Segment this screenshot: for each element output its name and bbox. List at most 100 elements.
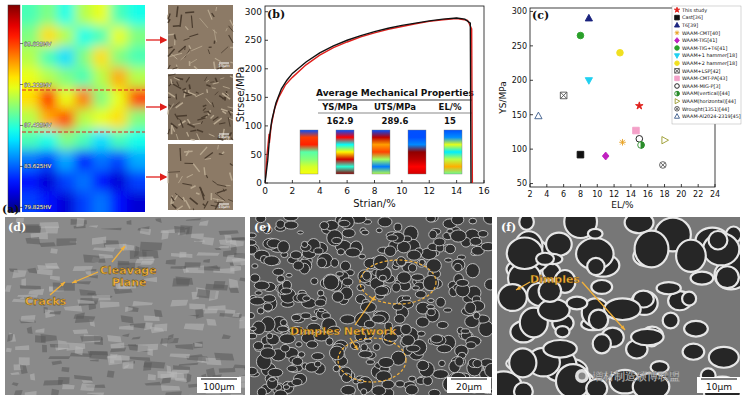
marker-part	[619, 139, 626, 146]
x-tick-label: 4	[544, 190, 549, 199]
texture	[175, 94, 177, 100]
texture	[73, 266, 93, 271]
texture	[229, 26, 233, 32]
scatter-point	[535, 112, 542, 119]
scale-bar	[701, 378, 737, 379]
x-tick-label: 6	[344, 186, 350, 196]
marker-part	[675, 84, 680, 89]
y-tick-label: 150	[512, 111, 527, 120]
colorbar-label: 95.025HV	[24, 41, 51, 47]
texture	[223, 86, 230, 88]
texture	[588, 229, 603, 239]
texture	[378, 217, 392, 227]
texture	[187, 119, 190, 123]
texture	[481, 243, 492, 251]
texture	[201, 115, 208, 118]
texture	[125, 307, 133, 312]
texture	[263, 303, 272, 311]
micrograph-bg	[168, 144, 233, 210]
texture	[631, 329, 663, 345]
texture	[209, 46, 212, 48]
texture	[509, 348, 536, 377]
hardness-cell	[57, 5, 75, 26]
texture	[229, 118, 233, 120]
texture	[201, 121, 202, 124]
texture	[229, 35, 233, 43]
hardness-cell	[110, 191, 128, 212]
hardness-cell	[127, 150, 145, 171]
texture	[384, 246, 396, 257]
texture	[392, 283, 401, 292]
texture	[232, 313, 240, 317]
texture	[286, 273, 292, 277]
texture	[204, 201, 208, 208]
texture	[6, 348, 12, 353]
texture	[186, 218, 202, 221]
texture	[191, 15, 192, 27]
y-tick	[265, 68, 268, 69]
texture	[205, 158, 211, 160]
texture	[514, 382, 533, 395]
texture	[303, 296, 311, 301]
scale-bar-label: 100μm	[203, 382, 235, 392]
texture	[177, 6, 178, 17]
marker-part	[675, 38, 680, 44]
texture	[144, 322, 153, 330]
y-tick-label: 300	[245, 7, 262, 17]
scatter-point	[638, 142, 645, 149]
texture	[189, 395, 196, 396]
texture	[312, 353, 325, 360]
hardness-cell	[127, 191, 145, 212]
texture	[230, 394, 244, 395]
texture	[186, 77, 189, 82]
texture	[593, 334, 611, 353]
marker-part	[675, 61, 680, 66]
texture	[212, 13, 215, 17]
texture	[10, 372, 20, 375]
texture	[416, 317, 429, 327]
texture	[209, 110, 211, 115]
texture	[454, 263, 462, 271]
hardness-cell	[75, 109, 93, 130]
texture	[296, 342, 303, 348]
texture	[193, 209, 195, 210]
texture	[361, 389, 367, 395]
texture	[396, 381, 405, 387]
texture	[228, 199, 233, 201]
texture	[45, 263, 59, 268]
arrow	[146, 106, 166, 107]
legend-marker	[675, 31, 680, 36]
legend-marker	[675, 84, 680, 89]
texture	[168, 65, 170, 69]
texture	[342, 229, 355, 238]
texture	[314, 248, 323, 254]
marker-part	[602, 152, 609, 160]
texture	[173, 102, 180, 108]
texture	[213, 30, 217, 33]
texture	[191, 46, 202, 51]
micrograph: 10μm	[168, 74, 233, 140]
texture	[543, 340, 576, 358]
texture	[173, 84, 181, 89]
texture	[189, 92, 196, 95]
annotation: Dimples	[530, 273, 580, 286]
texture	[444, 308, 452, 312]
texture	[185, 49, 191, 58]
texture	[206, 175, 207, 178]
x-tick-label: 10	[396, 186, 408, 196]
texture	[214, 248, 221, 250]
texture	[212, 87, 216, 89]
texture	[298, 352, 305, 358]
x-tick-label: 8	[578, 190, 583, 199]
x-tick-label: 22	[693, 190, 703, 199]
annotation-line: Plane	[112, 276, 147, 289]
texture	[140, 242, 163, 252]
texture	[191, 233, 204, 239]
texture	[340, 315, 355, 324]
scale-bar	[201, 378, 237, 379]
texture	[171, 197, 174, 202]
texture	[567, 297, 588, 310]
texture	[360, 302, 376, 313]
legend-label: WAAM-TIG+T6[41]	[682, 45, 727, 51]
x-tick-label: 24	[710, 190, 720, 199]
